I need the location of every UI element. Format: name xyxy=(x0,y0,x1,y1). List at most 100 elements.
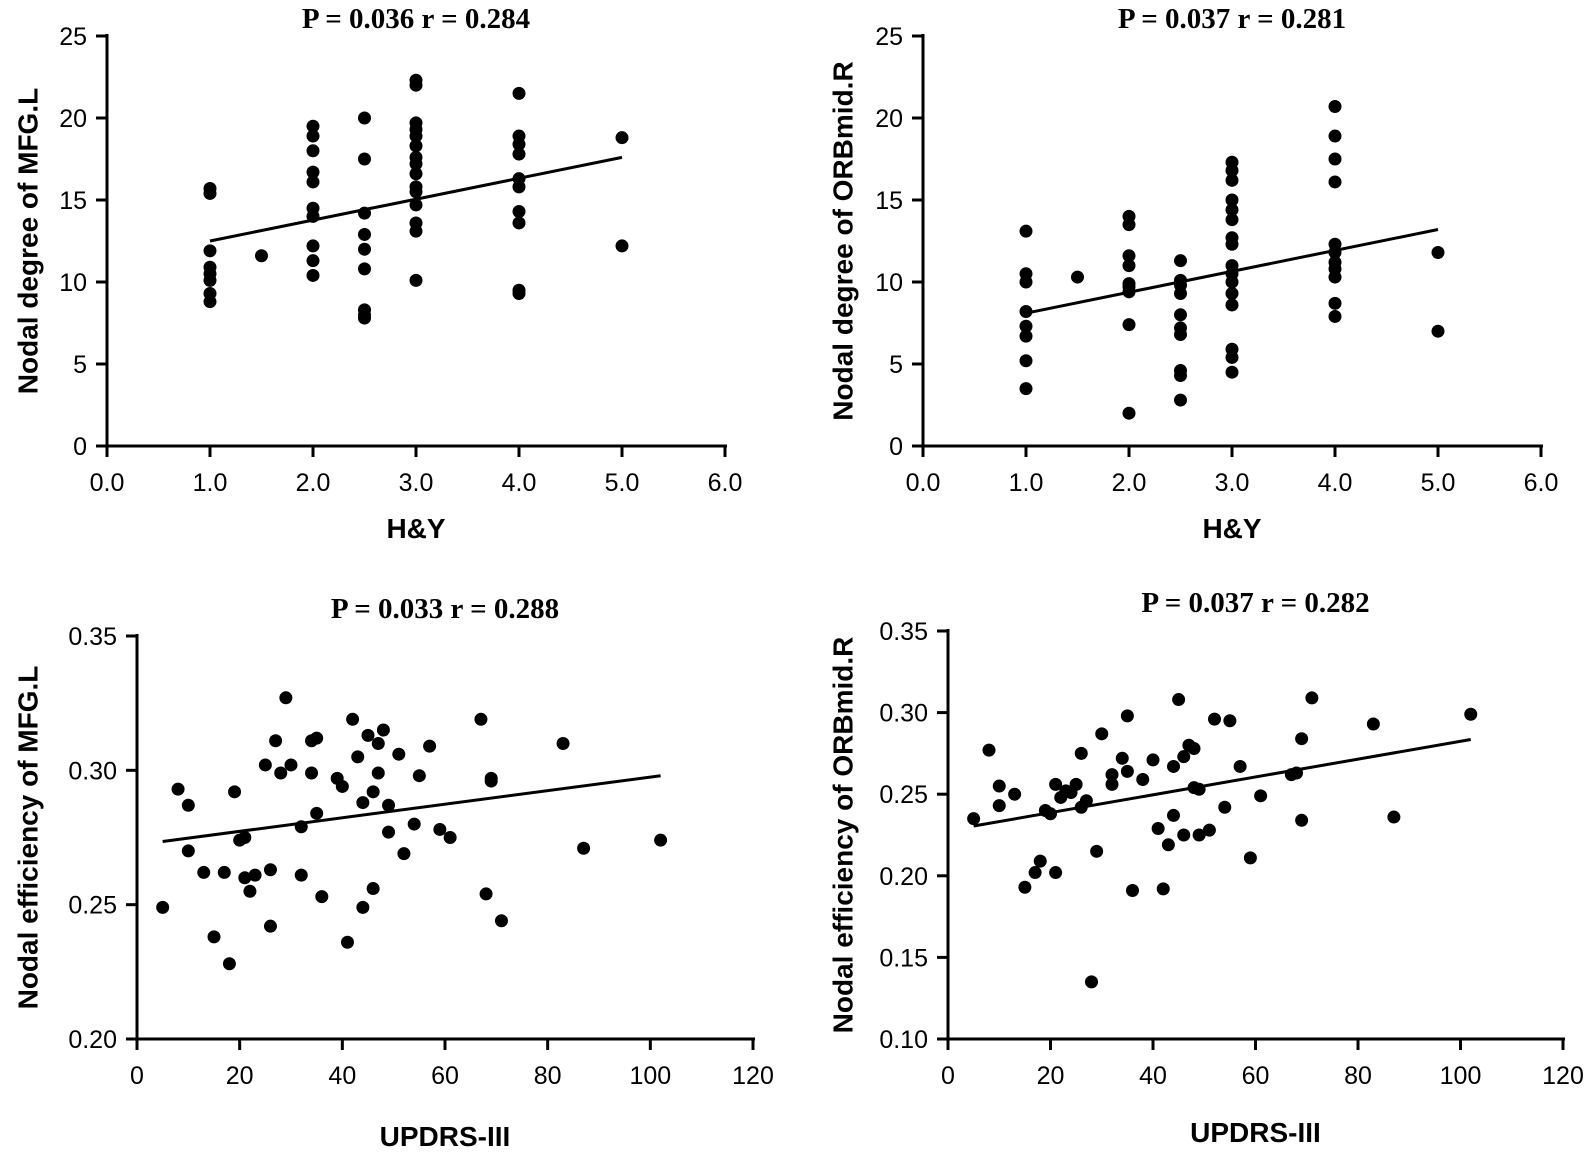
data-point xyxy=(1122,249,1136,263)
data-point xyxy=(382,825,396,839)
data-point xyxy=(358,311,371,325)
data-point xyxy=(203,186,217,200)
data-point xyxy=(556,736,570,750)
data-point xyxy=(1122,406,1136,420)
data-point xyxy=(512,204,526,218)
data-point xyxy=(335,779,349,793)
data-point xyxy=(1295,732,1309,746)
data-point xyxy=(1120,709,1134,723)
panel-title: P = 0.037 r = 0.282 xyxy=(1141,587,1369,619)
data-point xyxy=(306,254,320,268)
data-point xyxy=(315,890,329,904)
data-point xyxy=(1290,766,1303,780)
data-point xyxy=(228,785,242,799)
data-point xyxy=(1192,828,1206,842)
data-point xyxy=(1174,327,1187,341)
y-tick-label: 25 xyxy=(875,23,903,51)
data-point xyxy=(238,871,252,885)
data-point xyxy=(1431,324,1445,338)
x-tick-label: 100 xyxy=(629,1062,671,1090)
data-point xyxy=(263,863,277,877)
data-point xyxy=(1122,318,1136,332)
panel-orbmid-degree: 0.0 1.0 2.0 3.0 4.0 5.0 6.0 0 5 10 15 20 25 P = 0.037… xyxy=(827,3,1558,544)
data-point xyxy=(1174,254,1187,268)
data-point xyxy=(356,796,370,810)
data-point xyxy=(409,167,423,181)
data-point xyxy=(1115,751,1129,765)
data-point xyxy=(279,691,293,705)
data-point xyxy=(1174,393,1187,407)
data-point xyxy=(654,833,668,847)
x-tick-label: 1.0 xyxy=(193,469,228,497)
data-point xyxy=(366,882,380,896)
y-tick-label: 5 xyxy=(73,351,87,379)
x-tick-label: 0 xyxy=(941,1062,955,1090)
data-point xyxy=(306,119,320,133)
data-point xyxy=(203,295,217,309)
data-point xyxy=(982,743,996,757)
data-point xyxy=(1328,270,1342,284)
data-point xyxy=(351,750,365,764)
data-point xyxy=(512,180,526,194)
data-point xyxy=(1122,285,1136,299)
data-point xyxy=(306,129,320,143)
y-tick-label: 0.20 xyxy=(68,1026,117,1054)
data-point xyxy=(1225,365,1239,379)
x-tick-label: 2.0 xyxy=(1112,469,1147,497)
data-point xyxy=(1071,270,1084,284)
data-point xyxy=(274,766,288,780)
data-point xyxy=(1202,823,1216,837)
x-tick-label: 120 xyxy=(1542,1062,1584,1090)
data-point xyxy=(1126,883,1139,897)
x-axis-title: H&Y xyxy=(386,513,445,544)
data-point xyxy=(412,769,426,783)
data-point xyxy=(358,111,371,125)
x-tick-label: 5.0 xyxy=(605,469,640,497)
data-point xyxy=(1233,759,1247,773)
data-point xyxy=(392,747,406,761)
data-point xyxy=(1225,350,1239,364)
data-point xyxy=(294,868,308,882)
y-tick-label: 0.30 xyxy=(879,700,928,728)
data-point xyxy=(1225,173,1239,187)
data-point xyxy=(1069,777,1083,791)
data-point xyxy=(358,152,371,166)
data-point xyxy=(577,841,591,855)
data-point xyxy=(1225,213,1239,227)
data-point xyxy=(1085,975,1098,989)
data-point xyxy=(479,887,493,901)
y-axis-title: Nodal efficiency of ORBmid.R xyxy=(827,637,858,1034)
y-axis-title: Nodal degree of ORBmid.R xyxy=(827,61,858,420)
data-point xyxy=(306,268,320,282)
x-axis-title: UPDRS-III xyxy=(1190,1117,1321,1148)
data-point xyxy=(306,165,320,179)
data-point xyxy=(443,831,457,844)
x-tick-label: 20 xyxy=(226,1062,254,1090)
data-point xyxy=(409,185,423,199)
x-tick-label: 0 xyxy=(130,1062,144,1090)
y-tick-label: 20 xyxy=(875,105,903,133)
data-point xyxy=(1122,218,1136,232)
data-point xyxy=(433,822,447,836)
y-tick-label: 0.25 xyxy=(879,781,928,809)
data-point xyxy=(1033,854,1047,868)
data-point xyxy=(382,798,396,812)
panel-mfg-efficiency: 0 20 40 60 80 100 120 0.20 0.25 0.30 0.35 P = 0.033… xyxy=(12,593,773,1152)
x-tick-label: 80 xyxy=(1344,1062,1372,1090)
data-point xyxy=(306,175,320,189)
data-point xyxy=(306,239,320,253)
data-point xyxy=(407,817,421,831)
y-tick-label: 10 xyxy=(59,269,87,297)
data-point xyxy=(1218,800,1232,814)
data-point xyxy=(222,957,236,971)
data-point xyxy=(356,900,370,914)
data-point xyxy=(1122,259,1136,273)
data-point xyxy=(423,739,437,753)
x-tick-label: 3.0 xyxy=(1215,469,1250,497)
data-point xyxy=(1049,777,1063,791)
data-point xyxy=(358,206,371,220)
data-point xyxy=(310,731,324,745)
y-tick-label: 0.10 xyxy=(879,1026,928,1054)
data-point xyxy=(171,782,185,796)
